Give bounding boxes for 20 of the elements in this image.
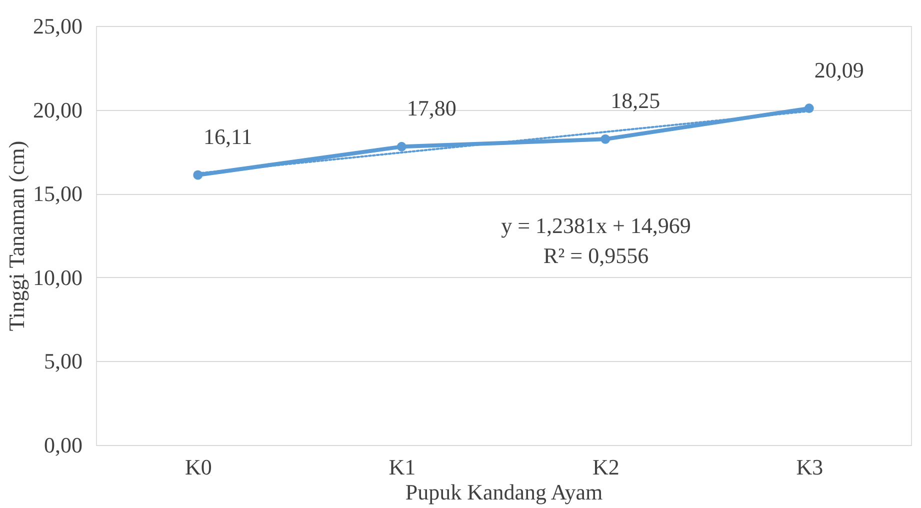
y-axis-title: Tinggi Tanaman (cm): [4, 140, 29, 332]
data-label: 16,11: [204, 124, 252, 149]
annotation: y = 1,2381x + 14,969: [501, 213, 691, 238]
data-label: 20,09: [814, 57, 864, 82]
x-tick-label: K2: [592, 454, 620, 480]
x-tick-label: K0: [184, 454, 212, 480]
y-tick-label: 20,00: [33, 97, 82, 122]
annotation: R² = 0,9556: [543, 243, 649, 268]
y-tick-label: 5,00: [44, 348, 82, 374]
x-axis-title: Pupuk Kandang Ayam: [405, 480, 603, 504]
y-tick-label: 0,00: [44, 432, 82, 458]
x-tick-label: K3: [796, 454, 824, 480]
point: [396, 142, 406, 152]
point: [600, 134, 610, 144]
x-tick-label: K1: [388, 454, 416, 480]
y-tick-label: 15,00: [33, 181, 82, 206]
data-label: 17,80: [406, 96, 456, 121]
y-tick-label: 10,00: [33, 264, 82, 290]
y-tick-label: 25,00: [33, 14, 82, 38]
data-label: 18,25: [610, 88, 660, 114]
